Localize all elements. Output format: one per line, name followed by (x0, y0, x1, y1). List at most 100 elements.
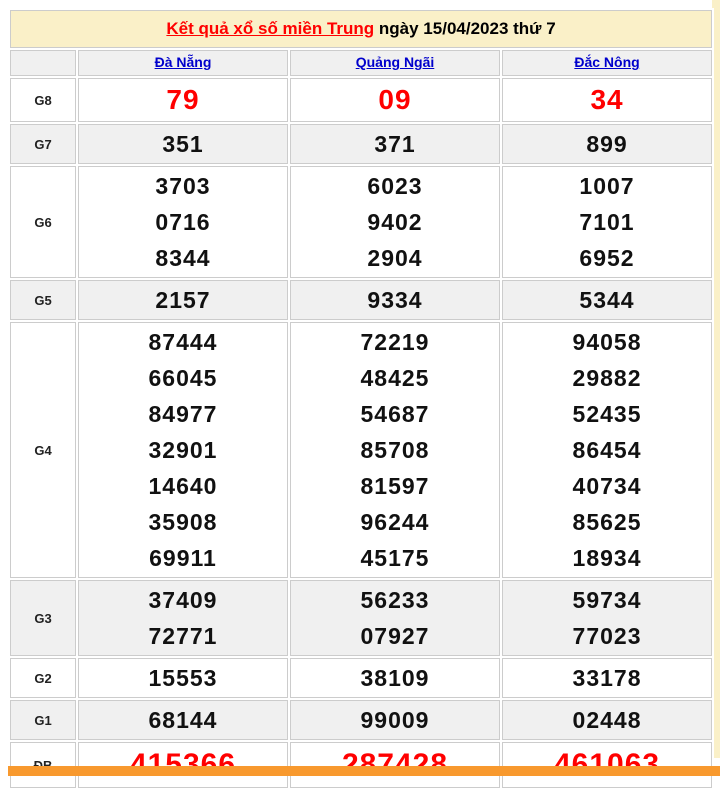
prize-row-g4: G4 87444 66045 84977 32901 14640 35908 69911 722… (10, 322, 713, 578)
next-section-orange-bar (8, 766, 720, 776)
prize-values-g2-col1: 15553 (78, 658, 288, 698)
prize-number: 48425 (360, 365, 430, 391)
prize-number: 15553 (148, 665, 218, 691)
prize-number: 87444 (148, 329, 218, 355)
column-header-da-nang: Đà Nẵng (78, 50, 288, 76)
prizes-body: G8 79 09 34 G7 351 371 899 G6 3703 0716 8344 6023 940… (10, 78, 713, 788)
prize-number: 9334 (367, 287, 423, 313)
prize-values-g8-col2: 09 (290, 78, 500, 122)
prize-number: 54687 (360, 401, 430, 427)
prize-values-db-col3: 461063 (502, 742, 713, 788)
prize-values-db-col2: 287428 (290, 742, 500, 788)
page-title: Kết quả xổ số miền Trung ngày 15/04/2023… (10, 10, 713, 48)
prize-number: 56233 (360, 587, 430, 613)
province-link-dac-nong[interactable]: Đắc Nông (574, 54, 640, 70)
prize-number: 2157 (155, 287, 211, 313)
prize-row-g8: G8 79 09 34 (10, 78, 713, 122)
prize-number: 09 (378, 84, 412, 115)
prize-number: 5344 (579, 287, 635, 313)
column-header-row: Đà Nẵng Quảng Ngãi Đắc Nông (10, 50, 713, 76)
lottery-results-table: Kết quả xổ số miền Trung ngày 15/04/2023… (8, 8, 715, 790)
prize-values-g2-col2: 38109 (290, 658, 500, 698)
prize-values-g5-col1: 2157 (78, 280, 288, 320)
prize-row-g6: G6 3703 0716 8344 6023 9402 2904 1007 7101 6952 (10, 166, 713, 278)
prize-number: 37409 (148, 587, 218, 613)
prize-row-g5: G5 2157 9334 5344 (10, 280, 713, 320)
prize-row-g2: G2 15553 38109 33178 (10, 658, 713, 698)
title-row: Kết quả xổ số miền Trung ngày 15/04/2023… (10, 10, 713, 48)
page-background-strip (712, 0, 720, 758)
prize-number: 69911 (149, 545, 217, 571)
prize-values-db-col1: 415366 (78, 742, 288, 788)
prize-number: 2904 (367, 245, 423, 271)
prize-values-g6-col2: 6023 9402 2904 (290, 166, 500, 278)
prize-label-g1: G1 (10, 700, 76, 740)
prize-values-g1-col3: 02448 (502, 700, 713, 740)
prize-number: 34 (590, 84, 624, 115)
prize-number: 1007 (579, 173, 635, 199)
prize-values-g2-col3: 33178 (502, 658, 713, 698)
prize-values-g7-col3: 899 (502, 124, 713, 164)
prize-number: 72771 (148, 623, 218, 649)
prize-values-g8-col1: 79 (78, 78, 288, 122)
prize-number: 86454 (572, 437, 642, 463)
prize-number: 0716 (155, 209, 211, 235)
prize-number: 59734 (572, 587, 642, 613)
prize-values-g4-col3: 94058 29882 52435 86454 40734 85625 18934 (502, 322, 713, 578)
prize-row-db: ĐB 415366 287428 461063 (10, 742, 713, 788)
prize-number: 02448 (572, 707, 642, 733)
prize-number: 32901 (148, 437, 218, 463)
prize-number: 6952 (579, 245, 635, 271)
prize-values-g6-col3: 1007 7101 6952 (502, 166, 713, 278)
prize-number: 72219 (360, 329, 430, 355)
prize-label-g7: G7 (10, 124, 76, 164)
prize-number: 38109 (360, 665, 430, 691)
prize-row-g3: G3 37409 72771 56233 07927 59734 77023 (10, 580, 713, 656)
prize-values-g6-col1: 3703 0716 8344 (78, 166, 288, 278)
prize-label-db: ĐB (10, 742, 76, 788)
prize-label-g4: G4 (10, 322, 76, 578)
prize-row-g1: G1 68144 99009 02448 (10, 700, 713, 740)
province-link-quang-ngai[interactable]: Quảng Ngãi (355, 54, 435, 70)
prize-number: 81597 (360, 473, 430, 499)
prize-label-g2: G2 (10, 658, 76, 698)
prize-number: 9402 (367, 209, 423, 235)
prize-number: 52435 (572, 401, 642, 427)
prize-label-g6: G6 (10, 166, 76, 278)
prize-number: 84977 (148, 401, 218, 427)
prize-values-g8-col3: 34 (502, 78, 713, 122)
prize-number: 899 (586, 131, 628, 157)
prize-number: 35908 (148, 509, 218, 535)
header-corner-cell (10, 50, 76, 76)
province-link-da-nang[interactable]: Đà Nẵng (154, 54, 212, 70)
prize-number: 77023 (572, 623, 642, 649)
prize-number: 371 (374, 131, 416, 157)
prize-number: 85708 (360, 437, 430, 463)
prize-number: 96244 (360, 509, 430, 535)
prize-values-g4-col1: 87444 66045 84977 32901 14640 35908 69911 (78, 322, 288, 578)
prize-label-g3: G3 (10, 580, 76, 656)
prize-number: 85625 (572, 509, 642, 535)
column-header-dac-nong: Đắc Nông (502, 50, 713, 76)
prize-number: 415366 (129, 748, 237, 781)
prize-number: 68144 (148, 707, 218, 733)
prize-values-g7-col1: 351 (78, 124, 288, 164)
prize-number: 29882 (572, 365, 642, 391)
prize-values-g3-col2: 56233 07927 (290, 580, 500, 656)
prize-number: 40734 (572, 473, 642, 499)
title-link[interactable]: Kết quả xổ số miền Trung (166, 19, 375, 38)
prize-values-g5-col3: 5344 (502, 280, 713, 320)
prize-values-g1-col1: 68144 (78, 700, 288, 740)
prize-values-g1-col2: 99009 (290, 700, 500, 740)
prize-number: 14640 (148, 473, 218, 499)
title-date-text: ngày 15/04/2023 thứ 7 (374, 19, 556, 38)
prize-number: 3703 (155, 173, 211, 199)
prize-number: 33178 (572, 665, 642, 691)
prize-row-g7: G7 351 371 899 (10, 124, 713, 164)
prize-number: 287428 (341, 748, 449, 781)
column-header-quang-ngai: Quảng Ngãi (290, 50, 500, 76)
prize-label-g5: G5 (10, 280, 76, 320)
prize-values-g4-col2: 72219 48425 54687 85708 81597 96244 45175 (290, 322, 500, 578)
prize-number: 7101 (579, 209, 635, 235)
prize-label-g8: G8 (10, 78, 76, 122)
